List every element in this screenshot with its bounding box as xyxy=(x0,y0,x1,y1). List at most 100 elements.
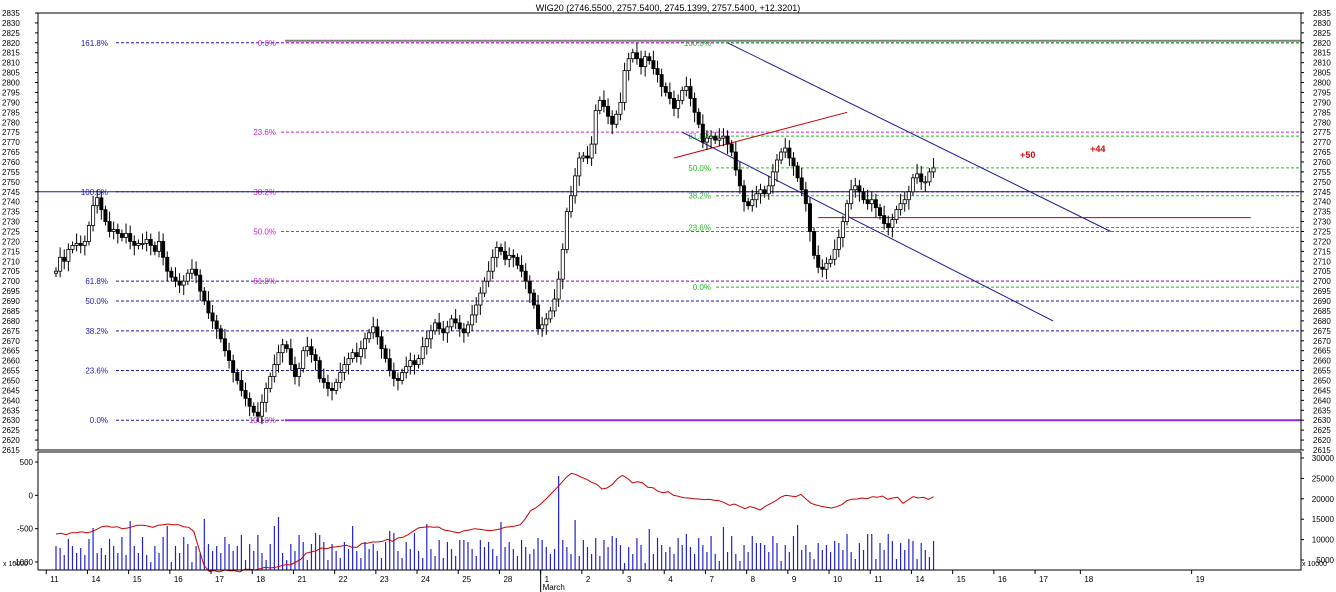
candle-body xyxy=(684,86,689,91)
price-tick-right: 2750 xyxy=(1313,178,1331,187)
candle-body xyxy=(647,56,652,62)
candle-body xyxy=(305,346,310,352)
candle-body xyxy=(643,56,648,68)
candle-body xyxy=(292,364,297,377)
candle-body xyxy=(770,171,775,187)
candle-body xyxy=(119,233,124,238)
candle-body xyxy=(737,169,742,187)
candle-body xyxy=(177,280,182,286)
candle-body xyxy=(923,181,928,184)
candle-body xyxy=(812,231,817,256)
osc-tick-left: 0 xyxy=(29,491,34,500)
candle-body xyxy=(775,159,780,173)
candle-body xyxy=(268,376,273,389)
candle-body xyxy=(725,135,730,145)
candle-body xyxy=(309,346,314,356)
price-tick-right: 2740 xyxy=(1313,198,1331,207)
price-tick-left: 2745 xyxy=(2,188,20,197)
fib-label-right: 61.8% xyxy=(688,132,711,141)
candle-body xyxy=(239,380,244,391)
candle-body xyxy=(779,151,784,161)
candle-body xyxy=(371,326,376,334)
candle-body xyxy=(832,248,837,260)
candle-body xyxy=(387,358,392,371)
candle-body xyxy=(375,326,380,338)
candle-body xyxy=(144,239,149,244)
candle-body xyxy=(556,278,561,300)
osc-tick-right: 10000 xyxy=(1312,536,1335,545)
candle-body xyxy=(86,225,91,242)
candle-body xyxy=(680,90,685,101)
candle-body xyxy=(700,123,705,143)
candle-body xyxy=(383,348,388,360)
price-tick-left: 2685 xyxy=(2,307,20,316)
date-tick-label: 7 xyxy=(709,575,714,584)
candle-body xyxy=(210,312,215,322)
price-tick-right: 2835 xyxy=(1313,9,1331,18)
price-tick-left: 2800 xyxy=(2,79,20,88)
candle-body xyxy=(58,256,63,272)
price-tick-left: 2765 xyxy=(2,148,20,157)
price-tick-right: 2760 xyxy=(1313,158,1331,167)
date-tick-label: 14 xyxy=(91,575,100,584)
candle-body xyxy=(886,223,891,228)
trend-line xyxy=(682,131,1054,322)
candle-body xyxy=(95,197,100,207)
price-tick-right: 2730 xyxy=(1313,218,1331,227)
candle-body xyxy=(836,237,841,250)
candle-body xyxy=(766,185,771,195)
fib-label-left: 161.8% xyxy=(81,39,108,48)
candle-body xyxy=(169,270,174,278)
price-tick-left: 2775 xyxy=(2,128,20,137)
date-tick-label: 25 xyxy=(462,575,471,584)
candle-body xyxy=(161,241,166,258)
candle-body xyxy=(115,229,120,234)
price-tick-right: 2620 xyxy=(1313,436,1331,445)
date-tick-label: 28 xyxy=(503,575,512,584)
price-tick-right: 2820 xyxy=(1313,39,1331,48)
candle-body xyxy=(494,246,499,258)
candle-body xyxy=(696,111,701,125)
candle-body xyxy=(585,155,590,159)
price-tick-right: 2745 xyxy=(1313,188,1331,197)
candle-body xyxy=(807,203,812,232)
fib-label-left: 50.0% xyxy=(85,297,108,306)
price-tick-left: 2825 xyxy=(2,29,20,38)
candle-body xyxy=(284,344,289,350)
candle-body xyxy=(99,197,104,211)
candle-body xyxy=(276,352,281,365)
candle-body xyxy=(849,189,854,205)
candle-body xyxy=(243,390,248,399)
candle-body xyxy=(235,372,240,381)
candle-body xyxy=(902,199,907,205)
candle-body xyxy=(194,268,199,276)
price-tick-left: 2820 xyxy=(2,39,20,48)
candle-body xyxy=(828,258,833,264)
date-tick-label: 24 xyxy=(421,575,430,584)
price-tick-left: 2615 xyxy=(2,446,20,455)
osc-tick-right: 20000 xyxy=(1312,495,1335,504)
candle-body xyxy=(869,199,874,205)
price-tick-left: 2790 xyxy=(2,98,20,107)
price-tick-left: 2715 xyxy=(2,247,20,256)
candle-body xyxy=(919,173,924,183)
price-tick-right: 2830 xyxy=(1313,19,1331,28)
candle-body xyxy=(185,272,190,282)
fib-label-right: 100.0% xyxy=(684,39,711,48)
candle-body xyxy=(391,370,396,379)
candle-body xyxy=(206,300,211,314)
price-tick-left: 2770 xyxy=(2,138,20,147)
candle-body xyxy=(181,280,186,286)
candle-body xyxy=(313,354,318,362)
trend-line xyxy=(727,42,1111,232)
price-tick-right: 2655 xyxy=(1313,367,1331,376)
candle-body xyxy=(288,348,293,365)
candle-body xyxy=(354,352,359,358)
fib-label-right: 23.6% xyxy=(688,224,711,233)
fib-label-right: 50.0% xyxy=(688,164,711,173)
price-tick-right: 2805 xyxy=(1313,69,1331,78)
candle-body xyxy=(634,52,639,60)
candle-body xyxy=(882,215,887,224)
price-tick-right: 2720 xyxy=(1313,237,1331,246)
candle-body xyxy=(317,360,322,379)
